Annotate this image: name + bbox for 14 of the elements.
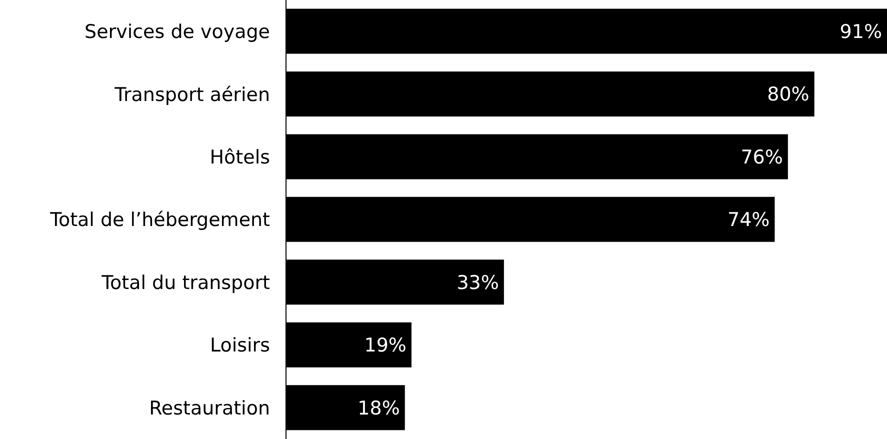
data-label: 76% <box>740 146 783 168</box>
data-label: 91% <box>840 21 882 44</box>
y-tick-label: Restauration <box>149 397 270 420</box>
y-tick-label: Total de l’hébergement <box>49 209 270 232</box>
y-tick-label: Services de voyage <box>84 21 270 44</box>
data-label: 18% <box>358 397 400 420</box>
y-tick-label: Loisirs <box>210 334 270 357</box>
y-tick-label: Hôtels <box>210 146 270 169</box>
data-label: 80% <box>767 84 810 106</box>
y-tick-label: Transport aérien <box>114 84 270 106</box>
data-label: 19% <box>364 334 406 357</box>
data-label: 33% <box>456 272 499 294</box>
y-tick-label: Total du transport <box>100 272 270 294</box>
data-label: 74% <box>727 209 770 232</box>
